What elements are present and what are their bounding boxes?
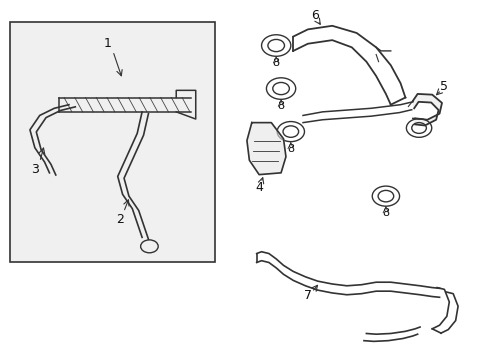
Text: 5: 5: [440, 80, 447, 93]
Text: 7: 7: [303, 289, 311, 302]
Text: 8: 8: [277, 102, 284, 112]
Text: 8: 8: [272, 58, 279, 68]
Text: 4: 4: [255, 181, 263, 194]
FancyBboxPatch shape: [10, 22, 215, 262]
Text: 1: 1: [104, 37, 112, 50]
Polygon shape: [412, 94, 441, 126]
Polygon shape: [246, 123, 285, 175]
Text: 8: 8: [286, 144, 294, 154]
Text: 6: 6: [311, 9, 319, 22]
Text: 2: 2: [116, 213, 124, 226]
Text: 8: 8: [382, 208, 388, 219]
Text: 3: 3: [31, 163, 39, 176]
